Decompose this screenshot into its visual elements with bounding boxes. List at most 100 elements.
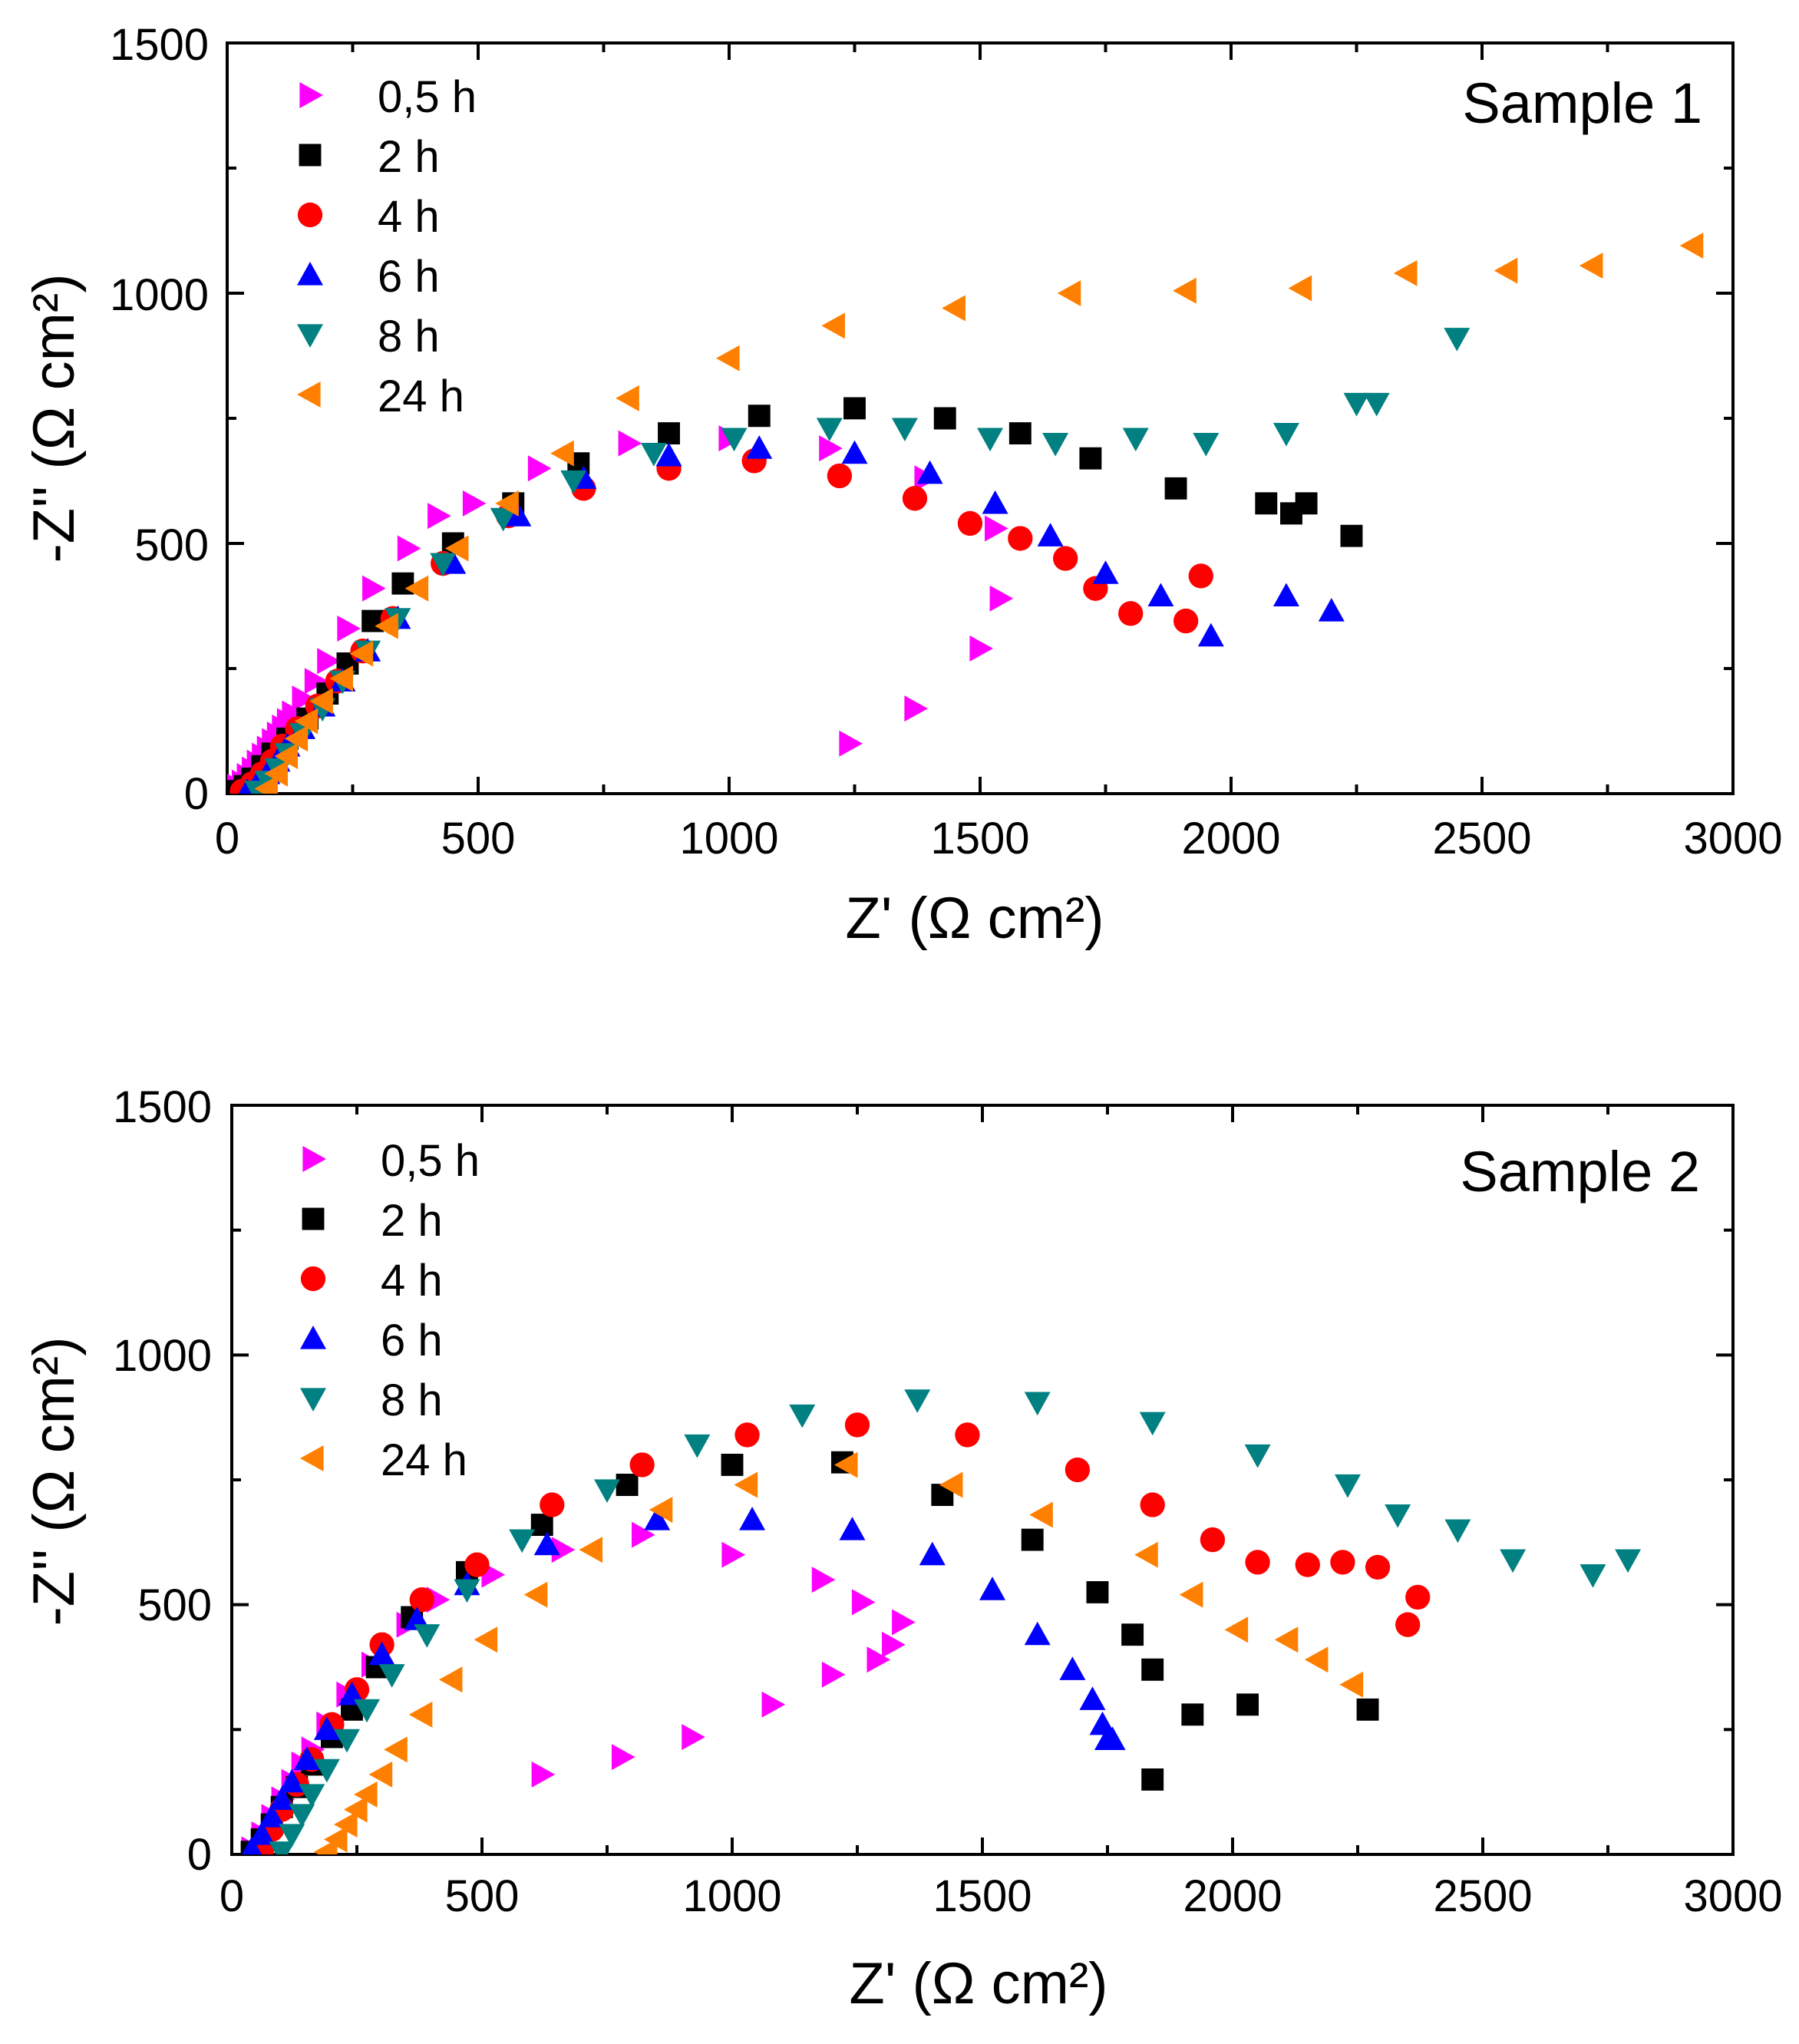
data-point [1121,1623,1144,1646]
data-point [1236,1693,1259,1716]
data-point [985,515,1008,542]
x-tick-label-1000: 1000 [682,1871,781,1921]
data-point [454,1579,480,1603]
data-point [1340,524,1363,547]
data-point [430,553,457,577]
data-point [916,460,943,484]
data-point [540,1492,565,1517]
data-point [293,1746,320,1770]
y-tick-label-500: 500 [137,1580,212,1630]
data-point [274,743,299,770]
data-point [368,1761,393,1788]
data-point [242,1836,262,1854]
legend-marker-square [302,1207,325,1230]
data-point [739,1507,766,1531]
data-point [490,507,517,532]
y-tick-label-0: 0 [184,769,209,819]
data-point [955,1422,980,1448]
series-6-h [242,1507,1126,1854]
data-point [523,1581,548,1608]
data-point [1288,275,1312,302]
legend-label-24h: 24 h [378,371,464,421]
data-point [368,1641,395,1666]
data-point [1295,492,1318,515]
data-point [344,1796,368,1823]
legend-label-8h: 8 h [378,312,440,362]
data-point [843,397,866,420]
legend-label-8h: 8 h [381,1375,443,1425]
data-point [427,503,451,530]
data-point [1059,1656,1086,1680]
data-point [579,1537,603,1564]
data-point [444,535,469,562]
data-point [1365,1554,1391,1580]
data-point [982,490,1008,514]
data-point [1393,259,1418,286]
data-point [721,1541,745,1568]
data-point [644,1507,671,1531]
y-tick-label-500: 500 [134,520,209,570]
data-point [337,615,361,642]
data-point [527,455,552,482]
data-point [1029,1501,1053,1528]
data-point [748,405,771,428]
x-tick-label-2000: 2000 [1183,1871,1282,1921]
x-tick-label-2000: 2000 [1181,814,1280,863]
chart-panel-sample-1: 0 500 1000 1500 0 500 1000 1500 2000 250… [21,20,1783,951]
data-point [977,428,1004,452]
data-point [1444,1519,1471,1544]
data-point [294,708,319,735]
data-point [464,1552,490,1577]
data-point [279,1824,305,1848]
data-point [632,1521,655,1548]
y-axis-title: -Z'' (Ω cm²) [21,1336,87,1626]
data-point [629,1452,655,1478]
data-point [611,1744,635,1771]
data-point [1318,598,1345,622]
data-point [323,1826,348,1853]
data-point [902,486,928,511]
data-point [1139,1412,1166,1436]
data-point [333,1811,358,1838]
data-point [821,312,845,339]
y-axis-title: -Z'' (Ω cm²) [21,273,87,563]
data-point [721,1454,744,1476]
data-point [354,1781,378,1808]
data-point [284,725,309,752]
y-tick-label-0: 0 [187,1830,212,1880]
data-point [939,1471,963,1498]
data-point [827,463,853,489]
data-point [1141,1658,1164,1681]
data-point [816,418,843,442]
axis-ticks [226,41,1735,795]
data-point [841,440,868,464]
data-point [349,640,374,667]
data-point [1134,1541,1158,1568]
x-tick-label-1000: 1000 [679,814,778,863]
data-point [1339,1671,1364,1698]
data-point [904,1389,931,1413]
data-point [1304,1646,1329,1673]
legend-marker-square [299,144,322,167]
data-point [1343,392,1370,417]
data-point [616,385,639,411]
data-point [1141,1768,1164,1791]
data-point [1065,1457,1091,1483]
legend-marker-triangle-right [299,82,323,108]
data-marks [240,1389,1642,1854]
legend-marker-triangle-down [297,324,323,348]
data-point [299,1784,325,1808]
data-point [1444,328,1471,352]
legend-label-4h: 4 h [378,192,440,242]
legend: 0,5 h 2 h 4 h 6 h 8 h 24 h [297,72,477,421]
data-point [616,1474,639,1496]
data-point [1363,392,1390,417]
data-point [1193,433,1220,457]
data-point [1042,433,1069,457]
data-point [1500,1549,1527,1573]
data-point [1179,1581,1203,1608]
data-point [839,1517,866,1540]
data-point [821,1661,846,1688]
x-tick-label-0: 0 [220,1871,244,1921]
